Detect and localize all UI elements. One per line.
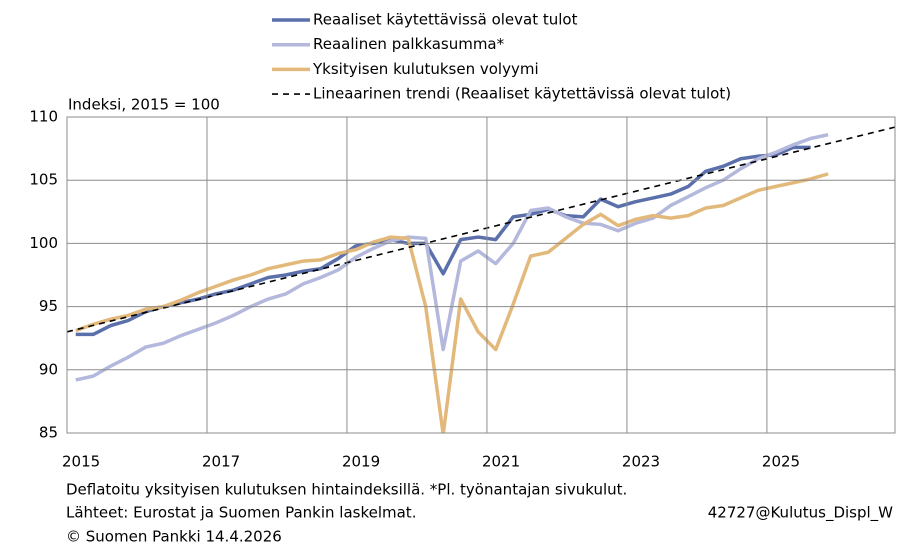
y-tick-label: 110	[29, 108, 58, 126]
y-tick-label: 90	[39, 360, 58, 378]
series-line	[75, 132, 829, 382]
series-line	[75, 172, 829, 433]
x-tick-label: 2019	[342, 453, 380, 471]
x-tick-label: 2017	[202, 453, 240, 471]
note: Lähteet: Eurostat ja Suomen Pankin laske…	[66, 504, 416, 522]
legend-label: Reaalinen palkkasumma*	[313, 35, 505, 53]
plot-border	[66, 116, 896, 434]
y-tick-label: 100	[29, 234, 58, 252]
x-tick-label: 2025	[762, 453, 800, 471]
legend-label: Lineaarinen trendi (Reaaliset käytettävi…	[313, 85, 731, 103]
y-tick-label: 85	[39, 424, 58, 442]
chart-code: 42727@Kulutus_Displ_W	[708, 504, 893, 523]
x-tick-label: 2021	[482, 453, 520, 471]
note: © Suomen Pankki 14.4.2026	[66, 528, 282, 545]
y-tick-label: 105	[29, 171, 58, 189]
plot-area	[67, 126, 895, 433]
note: Deflatoitu yksityisen kulutuksen hintain…	[66, 481, 627, 499]
legend-label: Yksityisen kulutuksen volyymi	[312, 60, 539, 78]
x-tick-label: 2015	[62, 453, 100, 471]
y-tick-label: 95	[39, 297, 58, 315]
legend-label: Reaaliset käytettävissä olevat tulot	[313, 11, 578, 29]
y-axis-label: Indeksi, 2015 = 100	[68, 96, 220, 114]
x-tick-label: 2023	[622, 453, 660, 471]
